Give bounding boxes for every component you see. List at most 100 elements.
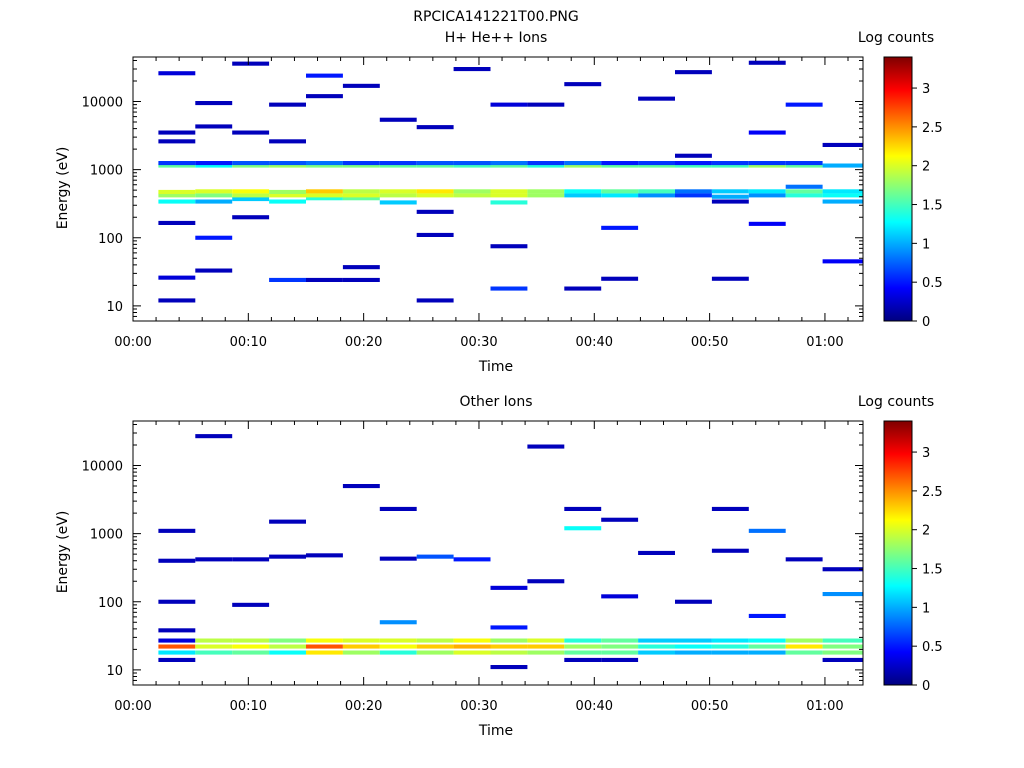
x-tick-label: 00:30 [460, 699, 497, 714]
y-tick-label: 10000 [82, 460, 123, 475]
colorbar-tick-label: 1 [922, 237, 930, 252]
heatmap-cell [822, 163, 863, 168]
y-tick-label: 10 [106, 664, 123, 679]
figure-title: RPCICA141221T00.PNG [413, 9, 578, 25]
heatmap-cell [342, 644, 380, 649]
heatmap-cell [416, 554, 454, 559]
heatmap-cell [527, 193, 565, 198]
colorbar-tick-label: 2 [922, 160, 930, 175]
colorbar-tick-label: 2.5 [922, 485, 943, 500]
heatmap-cell [306, 161, 343, 166]
heatmap-cell [269, 638, 306, 643]
heatmap-cell [342, 638, 380, 643]
heatmap-cell [195, 124, 233, 129]
heatmap-cell [379, 161, 417, 166]
heatmap-cell [748, 613, 786, 618]
heatmap-cell [711, 189, 749, 194]
heatmap-cell [306, 193, 343, 198]
heatmap-cell [601, 189, 639, 194]
heatmap-cell [601, 650, 639, 655]
heatmap-cell [379, 506, 417, 511]
heatmap-cell [232, 130, 270, 135]
heatmap-cell [638, 96, 675, 101]
heatmap-cell [601, 276, 639, 281]
heatmap-cell [564, 657, 602, 662]
heatmap-cell [232, 189, 270, 194]
y-tick-label: 1000 [90, 528, 123, 543]
x-ticks: 00:00 00:10 00:20 00:30 00:40 00:50 01:00 [114, 57, 849, 350]
heatmap-cell [527, 650, 565, 655]
heatmap-cell [748, 193, 786, 198]
x-tick-label: 01:00 [806, 699, 843, 714]
heatmap-cell [711, 644, 749, 649]
heatmap-cell [416, 209, 454, 214]
heatmap-cell [269, 163, 306, 168]
colorbar-label: Log counts [858, 30, 934, 46]
colorbar-tick-label: 3 [922, 446, 930, 461]
heatmap-cell [527, 161, 565, 166]
heatmap-cell [269, 193, 306, 198]
heatmap-cell [342, 189, 380, 194]
colorbar-tick-label: 1.5 [922, 199, 943, 214]
heatmap-cell [675, 163, 712, 168]
colorbar-tick-label: 0 [922, 315, 930, 330]
heatmap-cell [342, 265, 380, 270]
heatmap-cell [379, 163, 417, 168]
plot-frame [132, 56, 864, 322]
y-tick-label: 10000 [82, 96, 123, 111]
heatmap-cell [490, 650, 528, 655]
heatmap-cell [342, 161, 380, 166]
x-tick-label: 00:20 [345, 335, 382, 350]
heatmap-cell [416, 163, 454, 168]
heatmap-cell [306, 277, 343, 282]
heatmap-cell [748, 163, 786, 168]
colorbar-tick-label: 1.5 [922, 563, 943, 578]
heatmap-cell [822, 259, 863, 264]
y-axis-label: Energy (eV) [55, 511, 71, 594]
heatmap-cell [638, 550, 675, 555]
heatmap-cell [379, 620, 417, 625]
x-tick-label: 00:20 [345, 699, 382, 714]
heatmap-cell [711, 276, 749, 281]
heatmap-cell [785, 161, 823, 166]
heatmap-cell [490, 189, 528, 194]
heatmap-cell [490, 102, 528, 107]
heatmap-cell [416, 638, 454, 643]
heatmap-cell [490, 200, 528, 205]
y-ticks: 10 100 1000 10000 [82, 59, 863, 322]
heatmap-cell [306, 650, 343, 655]
y-ticks: 10 100 1000 10000 [82, 423, 863, 686]
heatmap-cell [306, 73, 343, 78]
heatmap-cell [416, 644, 454, 649]
heatmap-cell [269, 277, 306, 282]
heatmap-cell [158, 161, 196, 166]
x-axis-label: Time [478, 359, 513, 375]
x-tick-label: 00:00 [114, 699, 151, 714]
panel-other-ions: Other Ions Log counts Time Energy (eV) 0… [55, 394, 943, 739]
heatmap-cell [453, 650, 491, 655]
heatmap-cell [158, 275, 196, 280]
heatmap-cell [638, 161, 675, 166]
heatmap-cell [158, 644, 196, 649]
heatmap-cell [564, 286, 602, 291]
heatmap-cell [564, 644, 602, 649]
heatmap-cell [195, 199, 233, 204]
heatmap-cell [675, 70, 712, 75]
x-tick-label: 00:10 [230, 699, 267, 714]
heatmap-cell [675, 161, 712, 166]
heatmap-cell [785, 644, 823, 649]
heatmap-cell [342, 163, 380, 168]
panel-h-he-ions: H+ He++ Ions Log counts Time Energy (eV)… [55, 30, 943, 375]
heatmap-cell [564, 638, 602, 643]
heatmap-cell [379, 189, 417, 194]
heatmap-cell [158, 298, 196, 303]
heatmap-cell [675, 644, 712, 649]
heatmap-cell [195, 644, 233, 649]
heatmap-cell [269, 650, 306, 655]
heatmap-cell [748, 130, 786, 135]
heatmap-cell [158, 193, 196, 198]
heatmap-cell [675, 599, 712, 604]
heatmap-cell [785, 650, 823, 655]
heatmap-cell [453, 163, 491, 168]
heatmap-cell [527, 189, 565, 194]
